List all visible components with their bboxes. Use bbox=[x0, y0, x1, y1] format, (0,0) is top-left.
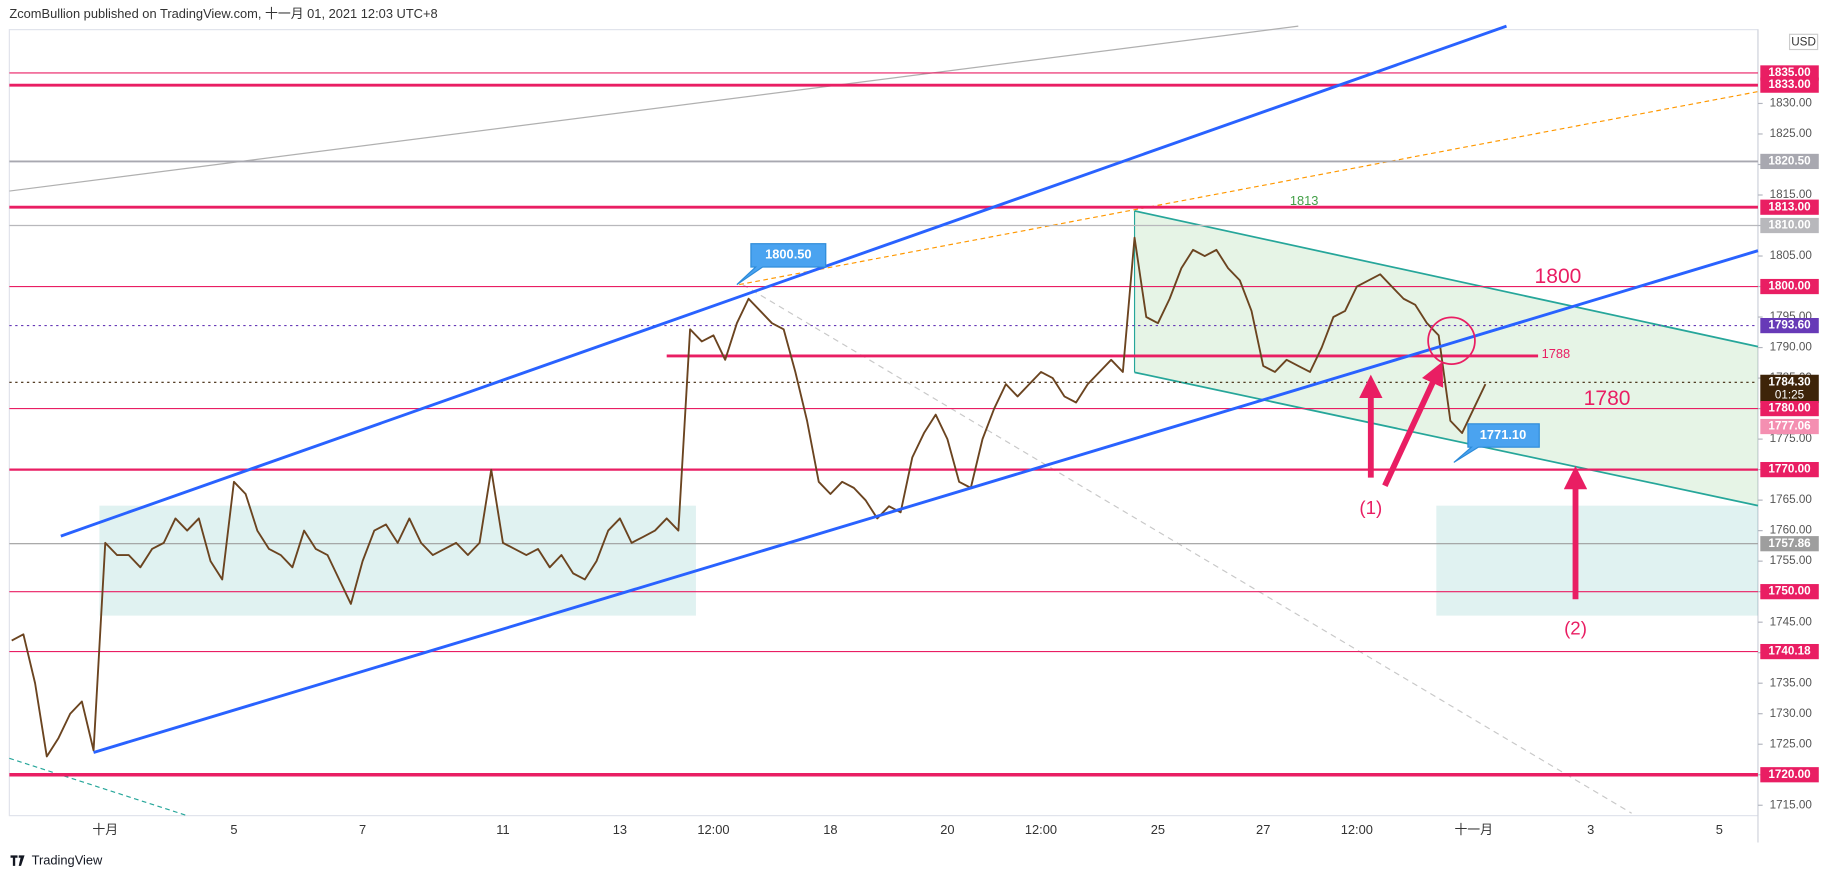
level-label: 1720.00 bbox=[1768, 768, 1811, 781]
x-tick-label: 11 bbox=[496, 822, 509, 837]
y-tick-label: 1755.00 bbox=[1770, 554, 1813, 567]
y-tick-label: 1815.00 bbox=[1770, 188, 1813, 201]
x-tick-label: 12:00 bbox=[1341, 822, 1373, 837]
level-tag bbox=[1760, 217, 1819, 234]
y-tick-label: 1830.00 bbox=[1770, 97, 1813, 110]
y-tick-label: 1745.00 bbox=[1770, 615, 1813, 628]
y-tick-label: 1715.00 bbox=[1770, 798, 1813, 811]
logo-mark bbox=[10, 855, 25, 866]
annotation: (1) bbox=[1359, 497, 1382, 518]
x-tick-label: 13 bbox=[613, 822, 627, 837]
currency-box bbox=[1788, 33, 1819, 51]
y-tick-label: 1725.00 bbox=[1770, 737, 1813, 750]
callout-text: 1800.50 bbox=[765, 247, 811, 262]
x-tick-label: 18 bbox=[823, 822, 837, 837]
level-tag bbox=[1760, 374, 1819, 403]
level-tag bbox=[1760, 199, 1819, 215]
countdown: 01:25 bbox=[1775, 388, 1805, 401]
level-tag bbox=[1760, 317, 1819, 334]
series bbox=[11, 236, 1487, 758]
channel-blue-upper bbox=[60, 24, 1507, 538]
x-tick-label: 3 bbox=[1587, 822, 1594, 837]
x-tick-label: 27 bbox=[1256, 822, 1270, 837]
target-box bbox=[1436, 505, 1758, 616]
level-label: 1740.18 bbox=[1768, 645, 1811, 658]
level-label: 1770.00 bbox=[1768, 463, 1811, 476]
x-tick-label: 20 bbox=[940, 822, 954, 837]
level-label: 1835.00 bbox=[1768, 66, 1811, 79]
level-tag bbox=[1760, 278, 1819, 295]
annotation: 1780 bbox=[1584, 387, 1631, 410]
trend-orange bbox=[739, 91, 1759, 286]
level-label: 1780.00 bbox=[1768, 402, 1811, 415]
y-tick-label: 1825.00 bbox=[1770, 127, 1813, 140]
annotation: 1813 bbox=[1290, 193, 1319, 208]
channel-fill bbox=[1134, 210, 1758, 506]
level-tag bbox=[1760, 536, 1819, 552]
level-label: 1810.00 bbox=[1768, 219, 1811, 232]
currency: USD bbox=[1791, 36, 1816, 49]
level-label: 1793.60 bbox=[1768, 319, 1811, 332]
y-tick-label: 1730.00 bbox=[1770, 707, 1813, 720]
x-tick-label: 7 bbox=[359, 822, 366, 837]
y-tick-label: 1790.00 bbox=[1770, 341, 1813, 354]
trend-teal bbox=[9, 757, 188, 817]
y-tick-label: 1735.00 bbox=[1770, 676, 1813, 689]
x-tick-label: 十月 bbox=[92, 822, 118, 837]
level-tag bbox=[1760, 153, 1819, 170]
trend-gray bbox=[9, 25, 1299, 192]
annotation: 1800 bbox=[1535, 265, 1582, 288]
level-tag bbox=[1760, 418, 1819, 435]
price-axis: 1715.00 1720.00 1725.00 1730.00 1735.00 1740.… bbox=[92, 65, 1819, 837]
level-tag bbox=[1760, 400, 1819, 417]
level-label: 1800.00 bbox=[1768, 280, 1811, 293]
level-tag bbox=[1760, 643, 1819, 660]
y-tick-label: 1775.00 bbox=[1770, 432, 1813, 445]
levels bbox=[9, 72, 1758, 777]
y-tick-label: 1760.00 bbox=[1770, 524, 1813, 537]
level-label: 1833.00 bbox=[1768, 78, 1811, 91]
highlight-circle bbox=[1427, 316, 1476, 366]
y-tick-label: 1765.00 bbox=[1770, 493, 1813, 506]
price-line bbox=[11, 236, 1487, 758]
level-label: 1750.00 bbox=[1768, 585, 1811, 598]
channel-lower bbox=[1134, 371, 1759, 507]
channel-upper bbox=[1134, 210, 1759, 348]
callout-text: 1771.10 bbox=[1480, 427, 1526, 442]
level-label: 1784.30 bbox=[1768, 375, 1811, 388]
overlay: 1800.50 1771.10 1813 1788 1800 1780 (1) … bbox=[60, 24, 1759, 754]
x-tick-label: 5 bbox=[230, 822, 237, 837]
x-tick-label: 5 bbox=[1716, 822, 1723, 837]
x-tick-label: 12:00 bbox=[1025, 822, 1057, 837]
level-tag bbox=[1760, 767, 1819, 783]
callout-box bbox=[1453, 423, 1540, 463]
level-label: 1757.86 bbox=[1768, 537, 1811, 550]
level-tag bbox=[1760, 77, 1819, 93]
annotation: (2) bbox=[1564, 618, 1587, 639]
annotation: 1788 bbox=[1542, 346, 1571, 361]
level-tag bbox=[1760, 584, 1819, 600]
header: ZcomBullion published on TradingView.com… bbox=[9, 6, 437, 21]
level-label: 1813.00 bbox=[1768, 200, 1811, 213]
arrow bbox=[1382, 361, 1444, 488]
drawings bbox=[9, 25, 1759, 817]
level-tag bbox=[1760, 462, 1819, 478]
x-tick-label: 十一月 bbox=[1454, 822, 1493, 837]
x-tick-label: 25 bbox=[1151, 822, 1165, 837]
trend-dashed bbox=[742, 284, 1632, 814]
channel-blue-lower bbox=[93, 249, 1759, 754]
logo: TradingView bbox=[10, 853, 103, 868]
callout-box bbox=[736, 243, 827, 286]
x-tick-label: 12:00 bbox=[697, 822, 729, 837]
level-tag bbox=[1760, 65, 1819, 81]
y-tick-label: 1805.00 bbox=[1770, 249, 1813, 262]
level-label: 1777.06 bbox=[1768, 420, 1811, 433]
level-label: 1820.50 bbox=[1768, 155, 1811, 168]
footer: TradingView bbox=[32, 853, 103, 868]
